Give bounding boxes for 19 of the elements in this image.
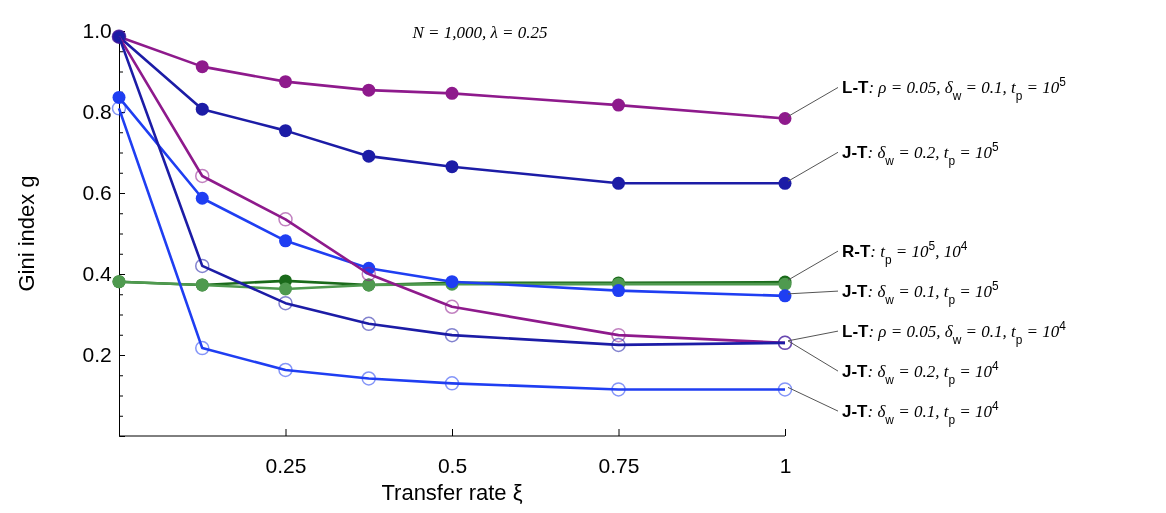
text: R-T: t$_{p}$ = 10$^{5}$, 10$^{4}$ [842, 239, 968, 268]
y-tick-label: 1.0 [82, 19, 112, 43]
x-axis-title: Transfer rate ξ [381, 480, 523, 505]
text: J-T: δ$_{w}$ = 0.2, t$_{p}$ = 10$^{5}$ [842, 140, 999, 169]
x-tick-label: 1 [779, 453, 792, 477]
x-tick-label: 0.25 [265, 453, 307, 477]
y-tick-label: 0.6 [82, 181, 112, 205]
chart-title: N = 1,000, λ = 0.25 [411, 23, 548, 42]
text: J-T: δ$_{w}$ = 0.2, t$_{p}$ = 10$^{4}$ [842, 359, 999, 388]
text: J-T: δ$_{w}$ = 0.1, t$_{p}$ = 10$^{4}$ [842, 399, 999, 428]
x-tick-label: 0.5 [437, 453, 468, 477]
y-axis-title: Gini index g [14, 175, 39, 292]
y-tick-label: 0.2 [82, 343, 112, 367]
x-tick-label: 0.75 [598, 453, 640, 477]
text: L-T: ρ = 0.05, δ$_{w}$ = 0.1, t$_{p}$ = 10$^{4}$ [842, 319, 1067, 348]
y-tick-label: 0.8 [82, 100, 112, 124]
text: L-T: ρ = 0.05, δ$_{w}$ = 0.1, t$_{p}$ = 10$^{5}$ [842, 75, 1067, 104]
y-tick-label: 0.4 [82, 262, 113, 286]
text: J-T: δ$_{w}$ = 0.1, t$_{p}$ = 10$^{5}$ [842, 279, 999, 308]
